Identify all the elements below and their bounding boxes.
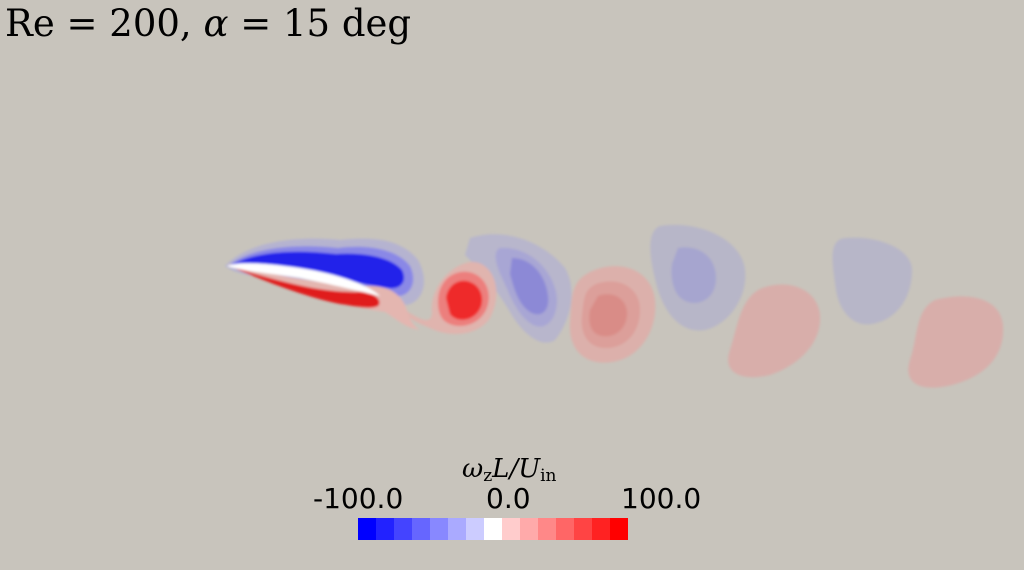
wake-vortex-positive-mid-core — [589, 294, 628, 337]
wake-vortex-negative-far-1-core — [671, 247, 716, 303]
colorbar-segment — [376, 518, 394, 540]
colorbar-tick-max: 100.0 — [621, 482, 702, 515]
colorbar-segment — [412, 518, 430, 540]
alpha-value: 15 — [282, 2, 331, 45]
colorbar-segment — [502, 518, 520, 540]
colorbar-segment — [484, 518, 502, 540]
wake-vortex-positive-far-1 — [728, 284, 821, 378]
wake-vortex-positive-far-2 — [908, 296, 1004, 388]
colorbar-segment — [610, 518, 628, 540]
colorbar-segment — [520, 518, 538, 540]
re-label: Re — [5, 2, 55, 45]
colorbar-segment — [430, 518, 448, 540]
colorbar-tick-min: -100.0 — [313, 482, 404, 515]
wake-vortex-negative-mid-core — [510, 258, 549, 315]
colorbar-segment — [448, 518, 466, 540]
plot-title: Re = 200, α = 15 deg — [5, 2, 412, 45]
colorbar-segment — [466, 518, 484, 540]
wake-vortex-negative-far-2 — [832, 237, 912, 325]
colorbar-segment — [592, 518, 610, 540]
colorbar-segment — [358, 518, 376, 540]
leading-edge-vortex-core — [230, 251, 405, 289]
re-value: 200 — [109, 2, 180, 45]
colorbar-label: ωzL/Uin — [462, 454, 557, 486]
colorbar-segment — [538, 518, 556, 540]
colorbar — [358, 518, 628, 540]
wake-vortex-positive-near-core — [446, 280, 483, 320]
colorbar-segment — [574, 518, 592, 540]
alpha-symbol: α — [203, 2, 229, 45]
colorbar-segment — [394, 518, 412, 540]
colorbar-tick-mid: 0.0 — [486, 482, 531, 515]
trailing-edge-shear-core — [230, 266, 380, 308]
airfoil — [227, 263, 380, 296]
alpha-unit: deg — [341, 2, 412, 45]
colorbar-segment — [556, 518, 574, 540]
